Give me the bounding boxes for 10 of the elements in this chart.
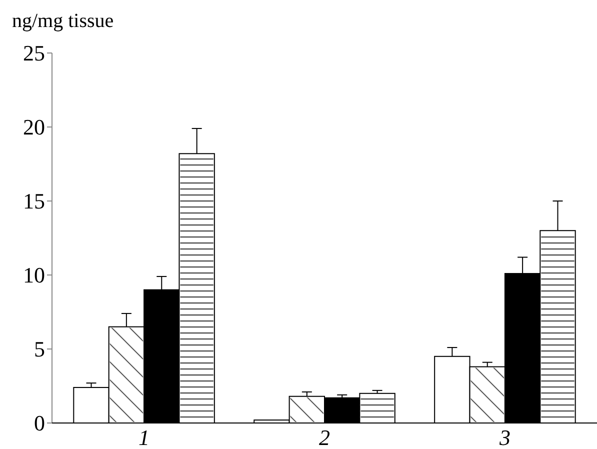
y-tick-label: 15 [23, 188, 45, 214]
y-tick-label: 0 [34, 410, 45, 436]
y-tick-label: 20 [23, 114, 45, 140]
y-tick-label: 10 [23, 262, 45, 288]
y-axis-title: ng/mg tissue [12, 10, 114, 32]
x-tick-label: 3 [498, 425, 510, 449]
x-tick-label: 2 [319, 425, 330, 449]
y-tick-label: 25 [23, 40, 45, 66]
x-tick-label: 1 [138, 425, 150, 449]
y-tick-label: 5 [34, 336, 45, 362]
